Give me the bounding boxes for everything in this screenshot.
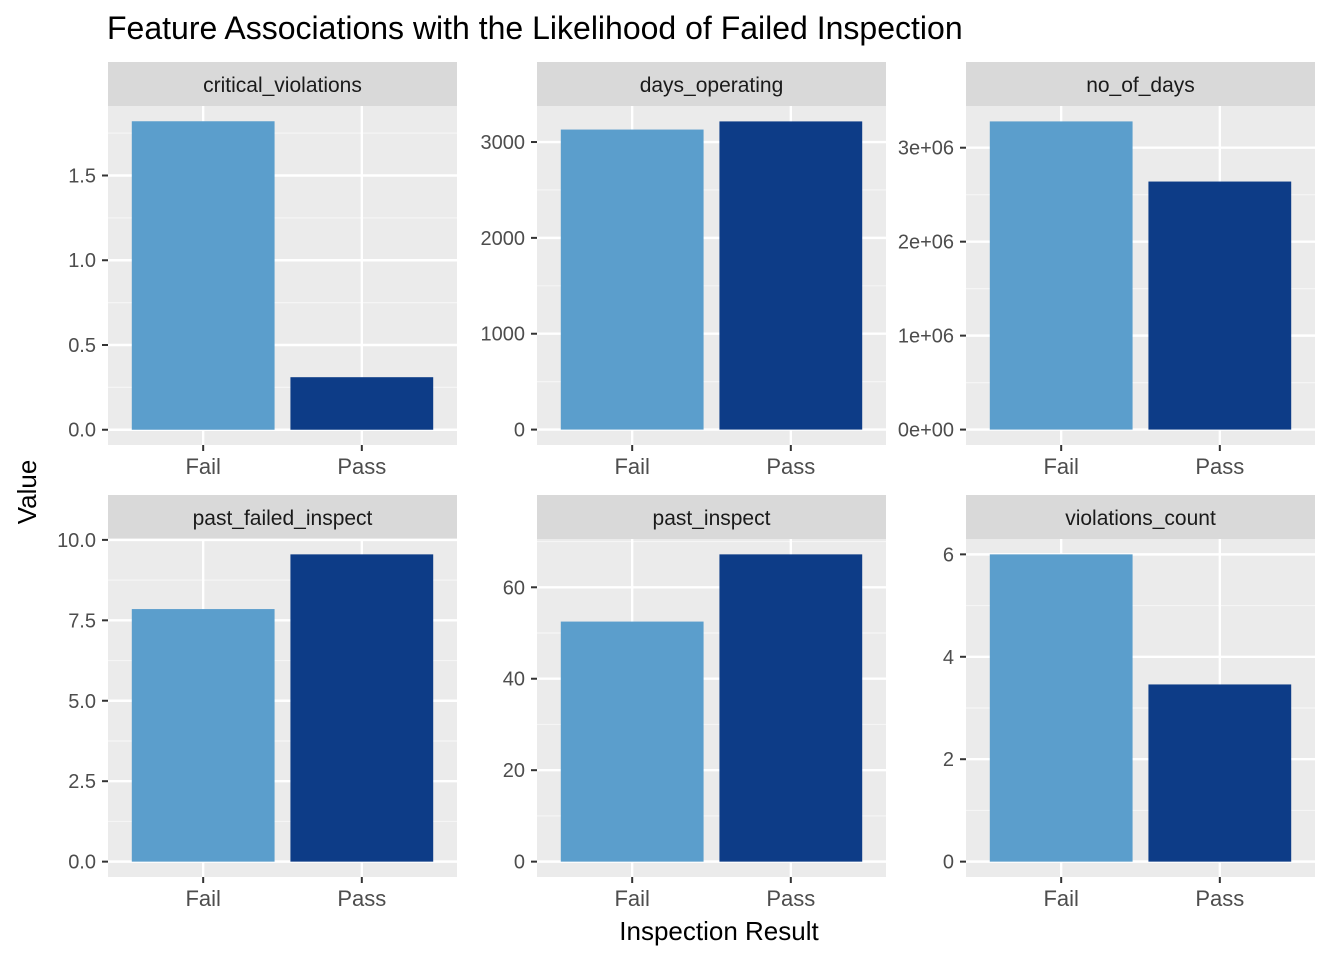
facet-panel: critical_violations 0.0 0.5 1.0 1.5 Fail Pass: [68, 62, 457, 479]
bar-fail: [989, 554, 1133, 862]
y-tick-label: 7.5: [68, 610, 96, 632]
x-tick-label: Fail: [1043, 454, 1078, 479]
bar-pass: [290, 377, 434, 430]
y-tick-label: 1e+06: [898, 326, 954, 348]
facet-panel: past_inspect 0 20 40 60 Fail Pass: [503, 495, 886, 911]
x-tick-label: Fail: [185, 454, 220, 479]
x-tick-label: Pass: [766, 454, 815, 479]
y-tick-label: 2.5: [68, 771, 96, 793]
y-tick-label: 3e+06: [898, 138, 954, 160]
y-tick-label: 1.5: [68, 165, 96, 187]
facet-strip-label: critical_violations: [203, 74, 362, 97]
x-axis-label: Inspection Result: [619, 916, 819, 946]
facet-panel: violations_count 0 2 4 6 Fail Pass: [943, 495, 1315, 911]
bar-pass: [290, 554, 434, 862]
y-tick-label: 0: [514, 852, 525, 874]
y-tick-label: 40: [503, 669, 525, 691]
chart-title: Feature Associations with the Likelihood…: [107, 10, 963, 46]
facet-strip: [966, 62, 1315, 106]
bar-pass: [1148, 181, 1292, 430]
facet-strip: [537, 495, 886, 539]
facet-strip-label: past_inspect: [653, 507, 771, 530]
x-tick-label: Fail: [614, 886, 649, 911]
facet-strip: [537, 62, 886, 106]
bar-fail: [560, 621, 704, 862]
x-tick-label: Pass: [1195, 886, 1244, 911]
y-tick-label: 2: [943, 749, 954, 771]
y-tick-label: 2000: [481, 228, 526, 250]
y-tick-label: 0.5: [68, 335, 96, 357]
y-tick-label: 60: [503, 577, 525, 599]
y-tick-label: 0: [943, 852, 954, 874]
facet-strip-label: violations_count: [1065, 507, 1216, 530]
y-tick-label: 1000: [481, 324, 526, 346]
x-tick-label: Pass: [766, 886, 815, 911]
bar-fail: [131, 609, 275, 862]
y-tick-label: 0.0: [68, 420, 96, 442]
facet-strip-label: no_of_days: [1086, 74, 1195, 97]
y-tick-label: 4: [943, 647, 954, 669]
y-tick-label: 0: [514, 420, 525, 442]
y-tick-label: 20: [503, 760, 525, 782]
y-tick-label: 5.0: [68, 691, 96, 713]
y-tick-label: 3000: [481, 132, 526, 154]
x-tick-label: Pass: [337, 454, 386, 479]
bar-fail: [560, 129, 704, 430]
y-tick-label: 6: [943, 544, 954, 566]
y-tick-label: 2e+06: [898, 232, 954, 254]
y-tick-label: 0.0: [68, 852, 96, 874]
x-tick-label: Pass: [1195, 454, 1244, 479]
bar-pass: [1148, 684, 1292, 862]
y-axis-label: Value: [12, 460, 42, 525]
facet-panel: no_of_days 0e+00 1e+06 2e+06 3e+06 Fail Pass: [898, 62, 1315, 479]
facet-strip: [108, 62, 457, 106]
x-tick-label: Pass: [337, 886, 386, 911]
x-tick-label: Fail: [614, 454, 649, 479]
facet-strip: [108, 495, 457, 539]
facet-strip: [966, 495, 1315, 539]
facet-strip-label: past_failed_inspect: [193, 507, 373, 530]
facet-panel: days_operating 0 1000 2000 3000 Fail Pass: [481, 62, 886, 479]
facet-panel: past_failed_inspect 0.0 2.5 5.0 7.5 10.0 Fail P…: [57, 495, 457, 911]
facet-strip-label: days_operating: [640, 74, 784, 97]
y-tick-label: 1.0: [68, 250, 96, 272]
bar-fail: [131, 121, 275, 430]
bar-pass: [719, 554, 863, 862]
bar-fail: [989, 121, 1133, 430]
bar-pass: [719, 121, 863, 430]
y-tick-label: 10.0: [57, 530, 96, 552]
x-tick-label: Fail: [185, 886, 220, 911]
x-tick-label: Fail: [1043, 886, 1078, 911]
y-tick-label: 0e+00: [898, 420, 954, 442]
